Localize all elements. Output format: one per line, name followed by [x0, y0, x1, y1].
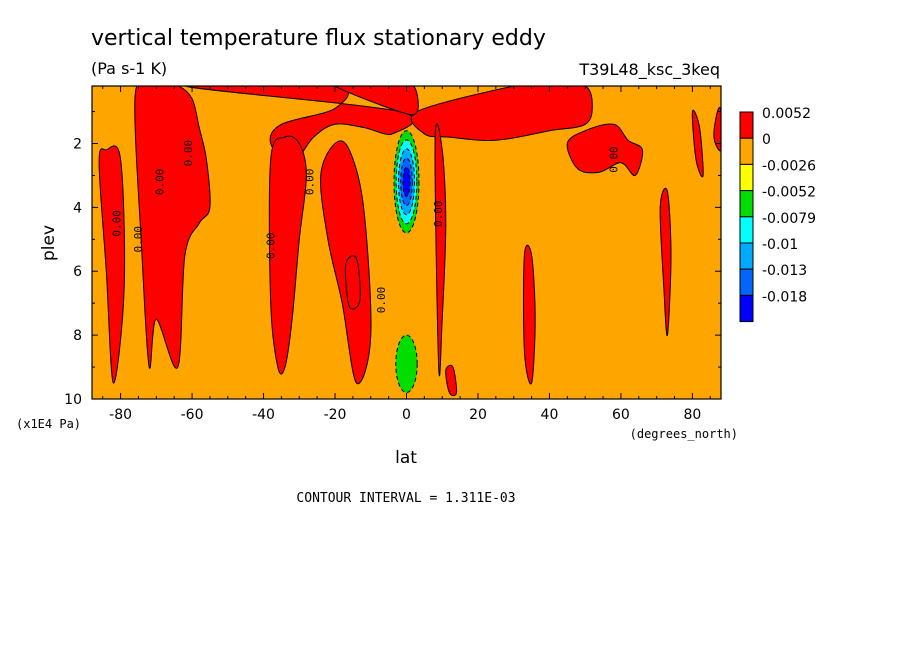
- positive-region-region-north-50s: [566, 123, 644, 177]
- colorbar-swatch-4: [739, 216, 754, 244]
- y-tick-label-8: 8: [73, 328, 82, 344]
- colorbar-label-6: -0.013: [762, 263, 807, 279]
- contour-label-6: 0.00: [375, 287, 388, 314]
- positive-region-column-north-88: [713, 107, 721, 152]
- positive-region-column-20s: [320, 140, 372, 385]
- x-tick-label-20: 20: [469, 407, 487, 423]
- x-tick-label--40: -40: [252, 407, 275, 423]
- colorbar-swatch-6: [739, 268, 754, 296]
- x-axis-units: (degrees_north): [630, 427, 738, 441]
- run-label: T39L48_ksc_3keq: [578, 60, 720, 80]
- x-axis-label: lat: [395, 448, 417, 468]
- colorbar-label-1: 0: [762, 132, 771, 148]
- positive-region-column-north-35: [523, 244, 536, 385]
- positive-region-region-north-14: [445, 364, 458, 397]
- x-tick-label-0: 0: [402, 407, 411, 423]
- y-axis-label: plev: [39, 225, 59, 261]
- colorbar-label-5: -0.01: [762, 237, 798, 253]
- negative-cores: [393, 130, 420, 394]
- colorbar-swatch-1: [739, 137, 754, 165]
- contour-labels: 0.00 0.00 0.00 0.00 0.00 0.00 0.00 0.00 0.00: [111, 140, 621, 313]
- x-tick-label-80: 80: [683, 407, 701, 423]
- x-axis: -80 -60 -40 -20 0 20 40 60 80: [102, 86, 711, 423]
- positive-region-column-40s-30s: [268, 135, 307, 375]
- x-tick-label--80: -80: [109, 407, 132, 423]
- colorbar-swatch-5: [739, 242, 754, 270]
- positive-region-column-north-80: [691, 109, 704, 178]
- y-axis: 2 4 6 8 10: [64, 111, 721, 408]
- contour-label-1: 0.00: [132, 226, 145, 253]
- y-tick-label-2: 2: [73, 136, 82, 152]
- colorbar-legend: 0.0052 0 -0.0026 -0.0052 -0.0079 -0.01 -0.013 -…: [739, 106, 816, 323]
- contour-label-2: 0.00: [154, 169, 167, 196]
- positive-region-column-north-10: [434, 123, 447, 377]
- contour-label-7: 0.00: [432, 201, 445, 228]
- negative-core-core-lower-level-0: [395, 334, 418, 394]
- colorbar-label-3: -0.0052: [762, 185, 816, 201]
- y-axis-units: (x1E4 Pa): [16, 417, 81, 431]
- contour-label-4: 0.00: [264, 232, 277, 258]
- x-tick-label--20: -20: [324, 407, 347, 423]
- contour-label-8: 0.00: [607, 146, 620, 173]
- positive-regions: [98, 86, 721, 397]
- x-tick-label--60: -60: [181, 407, 204, 423]
- colorbar-label-0: 0.0052: [762, 106, 811, 122]
- positive-region-column-80s: [98, 145, 126, 384]
- x-tick-label-40: 40: [541, 407, 559, 423]
- chart-title: vertical temperature flux stationary edd…: [91, 26, 546, 51]
- contour-label-5: 0.00: [304, 169, 317, 196]
- colorbar-label-2: -0.0026: [762, 158, 816, 174]
- y-tick-label-6: 6: [73, 264, 82, 280]
- plot-area: 0.00 0.00 0.00 0.00 0.00 0.00 0.00 0.00 0.00: [91, 85, 722, 400]
- colorbar-swatch-0: [739, 111, 754, 139]
- positive-region-region-south-15: [344, 255, 361, 310]
- positive-region-upper-band-north: [410, 86, 593, 142]
- y-tick-label-10: 10: [64, 392, 82, 408]
- colorbar-swatch-7: [739, 294, 754, 323]
- colorbar-swatch-3: [739, 190, 754, 218]
- y-tick-label-4: 4: [73, 200, 82, 216]
- contour-label-3: 0.00: [182, 140, 195, 167]
- positive-region-column-70s-60s: [134, 86, 211, 369]
- colorbar-label-7: -0.018: [762, 289, 807, 305]
- contour-label-0: 0.00: [111, 210, 124, 237]
- positive-region-column-north-72: [659, 187, 672, 336]
- chart-units: (Pa s-1 K): [91, 59, 167, 78]
- contour-interval: CONTOUR INTERVAL = 1.311E-03: [296, 491, 515, 506]
- negative-core-core-upper-level-4: [402, 166, 411, 197]
- colorbar-label-4: -0.0079: [762, 211, 816, 227]
- x-tick-label-60: 60: [612, 407, 630, 423]
- colorbar-swatch-2: [739, 163, 754, 192]
